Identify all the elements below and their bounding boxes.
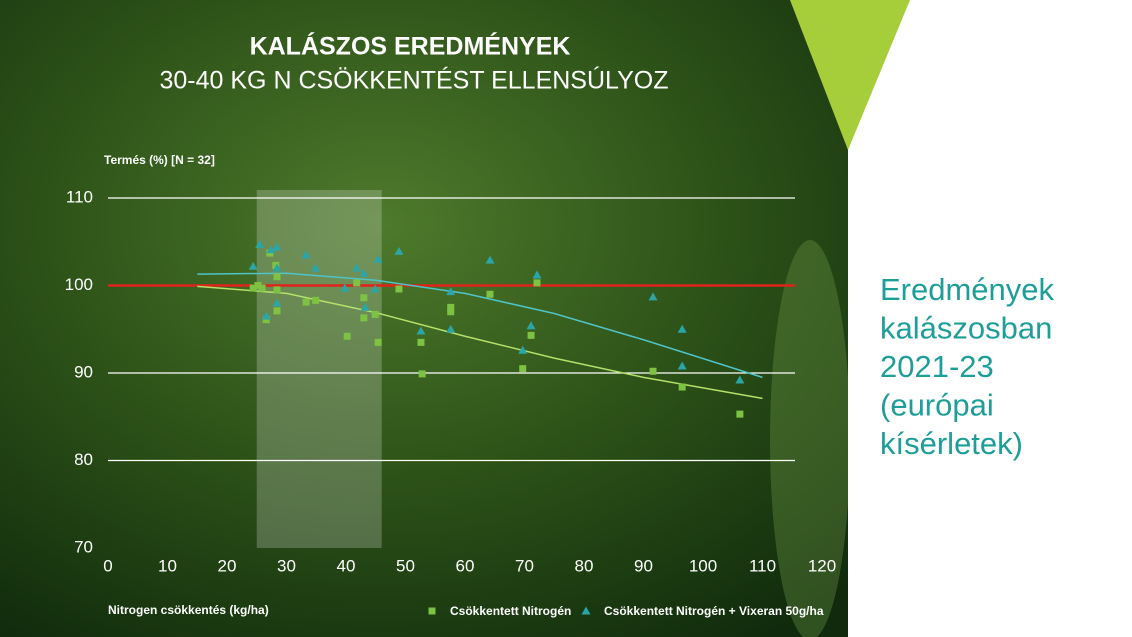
point-triangle xyxy=(301,250,311,259)
x-tick-label: 100 xyxy=(689,556,717,575)
point-triangle xyxy=(677,324,687,333)
point-triangle xyxy=(340,283,350,292)
point-square xyxy=(486,290,494,298)
point-square xyxy=(527,331,535,339)
point-square xyxy=(371,310,379,318)
point-triangle xyxy=(255,239,265,248)
y-tick-label: 110 xyxy=(66,187,93,206)
point-square xyxy=(273,286,281,294)
x-tick-label: 40 xyxy=(337,556,356,575)
point-triangle xyxy=(518,345,528,354)
trend-line xyxy=(197,285,763,400)
x-tick-label: 70 xyxy=(515,556,534,575)
background xyxy=(0,0,848,637)
y-tick-label: 90 xyxy=(74,362,93,381)
point-triangle xyxy=(526,321,536,330)
accent-triangle xyxy=(790,0,910,150)
point-triangle xyxy=(446,287,456,296)
x-tick-label: 80 xyxy=(575,556,594,575)
point-triangle xyxy=(735,375,745,384)
trend-line xyxy=(197,272,763,379)
point-triangle xyxy=(485,255,495,264)
point-square xyxy=(678,383,686,391)
side-text-line: (európai xyxy=(880,388,994,423)
point-square xyxy=(417,338,425,346)
point-square xyxy=(258,284,266,292)
chart-title: KALÁSZOS EREDMÉNYEK xyxy=(250,32,571,61)
point-triangle xyxy=(532,270,542,279)
point-triangle xyxy=(272,298,282,307)
point-square xyxy=(302,298,310,306)
point-square xyxy=(447,308,455,316)
x-tick-label: 20 xyxy=(218,556,237,575)
point-square xyxy=(395,285,403,293)
point-triangle xyxy=(360,302,370,311)
highlight-band xyxy=(256,190,382,548)
point-square xyxy=(360,294,368,302)
x-tick-label: 90 xyxy=(634,556,653,575)
side-text-line: 2021-23 xyxy=(880,349,994,384)
point-square xyxy=(533,279,541,287)
point-triangle xyxy=(648,292,658,301)
point-square xyxy=(374,338,382,346)
point-square xyxy=(254,282,262,289)
wheat-ear xyxy=(770,240,850,637)
point-square xyxy=(273,307,281,315)
point-square xyxy=(272,261,280,269)
point-square xyxy=(343,332,351,340)
point-square xyxy=(447,303,455,311)
side-text-line: Eredmények xyxy=(880,272,1055,307)
point-square xyxy=(736,410,744,418)
chart-subtitle: 30-40 KG N CSÖKKENTÉST ELLENSÚLYOZ xyxy=(160,66,669,95)
point-triangle xyxy=(394,246,404,255)
point-square xyxy=(519,365,527,373)
side-text-line: kísérletek) xyxy=(880,426,1023,461)
point-square xyxy=(312,296,320,304)
point-square xyxy=(649,367,657,375)
point-square xyxy=(360,314,368,322)
x-axis-label: Nitrogen csökkentés (kg/ha) xyxy=(108,603,269,617)
x-tick-label: 110 xyxy=(749,556,776,575)
legend-marker xyxy=(581,606,591,615)
point-triangle xyxy=(248,261,258,270)
side-text-line: kalászosban xyxy=(880,311,1052,346)
point-triangle xyxy=(446,324,456,333)
legend-label: Csökkentett Nitrogén + Vixeran 50g/ha xyxy=(604,604,824,618)
x-tick-label: 0 xyxy=(103,556,112,575)
point-triangle xyxy=(272,242,282,251)
point-square xyxy=(353,279,361,287)
point-triangle xyxy=(373,254,383,263)
point-square xyxy=(418,370,426,378)
x-tick-label: 120 xyxy=(808,556,836,575)
point-square xyxy=(249,284,257,292)
legend-label: Csökkentett Nitrogén xyxy=(450,604,571,618)
x-tick-label: 60 xyxy=(456,556,475,575)
point-triangle xyxy=(352,263,362,272)
point-triangle xyxy=(266,245,276,254)
x-tick-label: 10 xyxy=(158,556,177,575)
y-axis-label: Termés (%) [N = 32] xyxy=(104,153,215,167)
point-triangle xyxy=(272,263,282,272)
y-tick-label: 100 xyxy=(65,275,93,294)
side-panel xyxy=(848,0,1132,637)
point-square xyxy=(273,273,281,281)
point-triangle xyxy=(261,311,271,320)
point-triangle xyxy=(416,326,426,335)
point-triangle xyxy=(370,284,380,293)
x-tick-label: 30 xyxy=(277,556,296,575)
y-tick-label: 70 xyxy=(74,537,93,556)
x-tick-label: 50 xyxy=(396,556,415,575)
point-triangle xyxy=(677,361,687,370)
legend-marker xyxy=(428,607,436,615)
y-tick-label: 80 xyxy=(74,450,93,469)
point-triangle xyxy=(359,268,369,277)
point-triangle xyxy=(311,263,321,272)
